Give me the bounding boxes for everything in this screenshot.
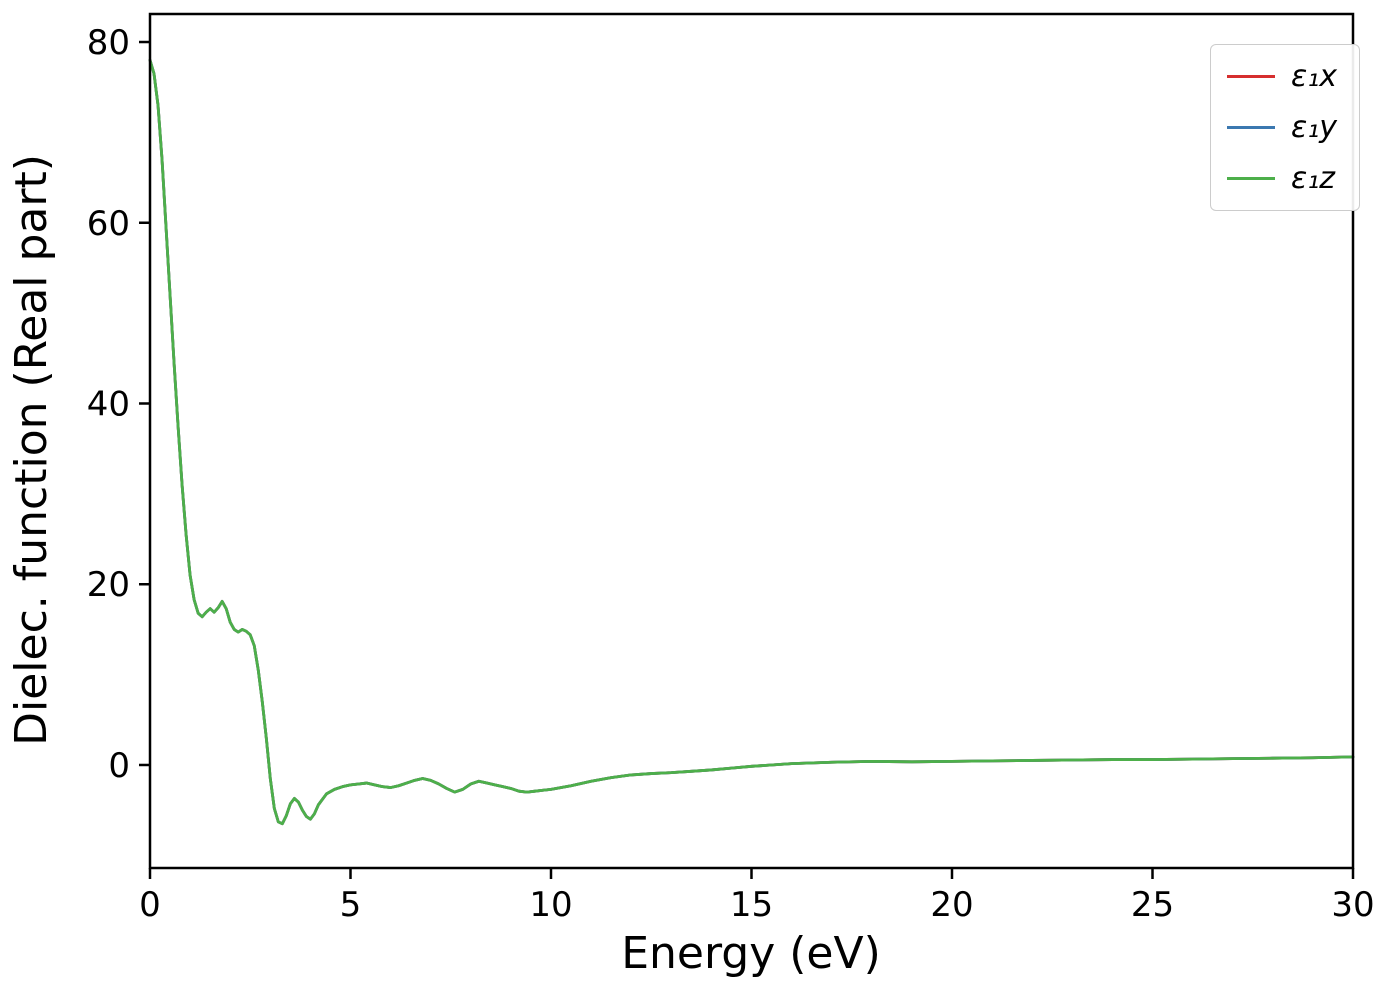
x-tick-label: 15 [730, 885, 773, 925]
line-series [148, 58, 1355, 826]
legend: ε₁x ε₁y ε₁z [1210, 44, 1360, 211]
x-tick-label: 25 [1131, 885, 1174, 925]
y-tick-label: 20 [87, 565, 130, 605]
y-tick-label: 80 [87, 23, 130, 63]
y-tick-label: 0 [108, 746, 130, 786]
legend-label-e1y: ε₁y [1291, 110, 1337, 145]
axis-ticks: 0 5 10 15 20 25 30 0 20 40 60 80 [87, 23, 1375, 925]
green-line-swatch [1227, 177, 1275, 180]
x-tick-label: 0 [139, 885, 161, 925]
y-axis-label: Dielec. function (Real part) [6, 154, 57, 746]
y-tick-label: 60 [87, 204, 130, 244]
legend-label-e1z: ε₁z [1291, 161, 1335, 196]
legend-item-e1z: ε₁z [1227, 161, 1337, 196]
series-line-ε₁z [148, 58, 1355, 826]
x-tick-label: 5 [340, 885, 362, 925]
series-line-ε₁x [148, 58, 1355, 826]
x-axis-label: Energy (eV) [621, 928, 881, 979]
series-line-ε₁y [148, 58, 1355, 826]
blue-line-swatch [1227, 126, 1275, 129]
axes-spines [148, 12, 1355, 870]
x-tick-label: 30 [1331, 885, 1374, 925]
x-tick-label: 20 [930, 885, 973, 925]
legend-item-e1x: ε₁x [1227, 59, 1337, 94]
x-tick-label: 10 [529, 885, 572, 925]
legend-item-e1y: ε₁y [1227, 110, 1337, 145]
legend-label-e1x: ε₁x [1291, 59, 1337, 94]
y-tick-label: 40 [87, 384, 130, 424]
plot-frame [148, 12, 1355, 870]
red-line-swatch [1227, 75, 1275, 78]
